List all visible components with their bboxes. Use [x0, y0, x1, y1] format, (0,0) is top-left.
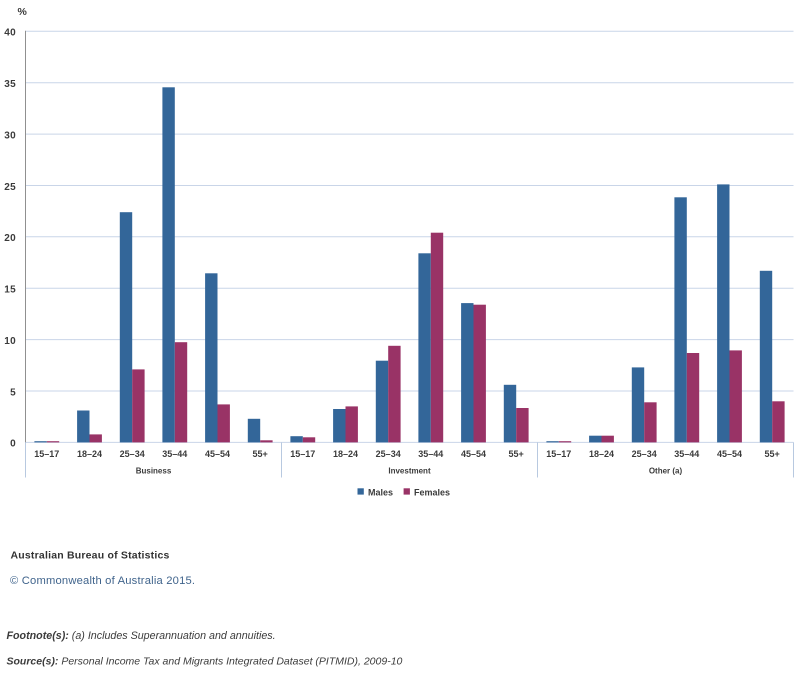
- svg-text:25–34: 25–34: [376, 449, 401, 459]
- svg-text:55+: 55+: [509, 449, 524, 459]
- svg-text:18–24: 18–24: [589, 449, 614, 459]
- svg-text:Footnote(s): (a) Includes Supe: Footnote(s): (a) Includes Superannuation…: [7, 630, 276, 642]
- svg-text:35–44: 35–44: [674, 449, 699, 459]
- svg-text:45–54: 45–54: [205, 449, 230, 459]
- svg-text:Females: Females: [414, 487, 450, 497]
- svg-text:55+: 55+: [253, 449, 268, 459]
- svg-text:Australian Bureau of Statistic: Australian Bureau of Statistics: [11, 550, 170, 562]
- svg-text:Males: Males: [368, 487, 393, 497]
- svg-text:Investment: Investment: [388, 467, 431, 476]
- svg-text:18–24: 18–24: [333, 449, 358, 459]
- svg-text:15–17: 15–17: [546, 449, 571, 459]
- svg-text:25–34: 25–34: [120, 449, 145, 459]
- svg-text:15–17: 15–17: [290, 449, 315, 459]
- svg-text:35–44: 35–44: [162, 449, 187, 459]
- svg-text:© Commonwealth of Australia 20: © Commonwealth of Australia 2015.: [10, 575, 195, 587]
- svg-text:45–54: 45–54: [461, 449, 486, 459]
- svg-text:18–24: 18–24: [77, 449, 102, 459]
- svg-text:Other (a): Other (a): [649, 467, 683, 476]
- svg-text:Business: Business: [136, 467, 172, 476]
- svg-text:15–17: 15–17: [34, 449, 59, 459]
- svg-text:55+: 55+: [765, 449, 780, 459]
- svg-text:20: 20: [4, 233, 16, 244]
- svg-text:35–44: 35–44: [418, 449, 443, 459]
- svg-text:45–54: 45–54: [717, 449, 742, 459]
- svg-text:35: 35: [4, 79, 16, 90]
- svg-text:40: 40: [4, 28, 16, 39]
- svg-text:0: 0: [10, 439, 16, 450]
- svg-text:5: 5: [10, 387, 16, 398]
- svg-text:%: %: [18, 6, 28, 18]
- svg-text:Source(s): Personal Income Tax: Source(s): Personal Income Tax and Migra…: [7, 655, 403, 667]
- svg-text:25: 25: [4, 182, 16, 193]
- svg-text:15: 15: [4, 285, 16, 296]
- svg-text:25–34: 25–34: [632, 449, 657, 459]
- svg-text:30: 30: [4, 130, 16, 141]
- svg-text:10: 10: [4, 336, 16, 347]
